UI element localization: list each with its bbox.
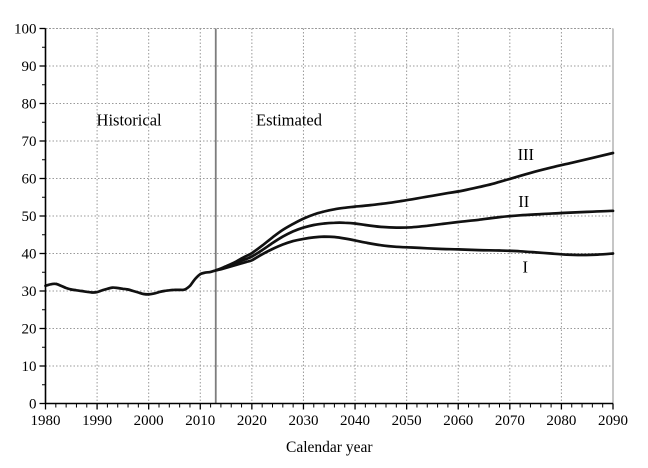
x-tick-label: 2000: [134, 413, 164, 429]
gridlines: [45, 28, 614, 404]
y-tick-label: 30: [22, 284, 37, 300]
y-tick-label: 90: [22, 59, 37, 75]
series-line-i: [214, 235, 615, 272]
x-tick-label: 1990: [82, 413, 112, 429]
region-label-estimated: Estimated: [256, 111, 323, 130]
series-line-iii: [214, 151, 615, 272]
x-tick-label: 2050: [392, 413, 422, 429]
y-tick-label: 0: [29, 397, 37, 413]
region-label-historical: Historical: [97, 111, 162, 130]
x-axis-title: Calendar year: [286, 439, 373, 456]
x-tick-label: 2070: [495, 413, 525, 429]
series-lines: [44, 151, 615, 296]
x-tick-label: 2040: [340, 413, 370, 429]
y-tick-label: 80: [22, 97, 37, 113]
x-tick-label: 2090: [598, 413, 628, 429]
series-label-iii: III: [518, 145, 534, 164]
series-line-ii: [214, 209, 615, 272]
y-tick-label: 20: [22, 322, 37, 338]
y-tick-label: 10: [22, 359, 37, 375]
series-line-historical: [44, 269, 218, 296]
tick-marks: [39, 27, 614, 410]
series-label-ii: II: [518, 192, 529, 211]
y-tick-label: 100: [14, 22, 37, 38]
x-tick-label: 2010: [185, 413, 215, 429]
y-tick-label: 70: [22, 134, 37, 150]
x-tick-label: 2080: [546, 413, 576, 429]
series-label-i: I: [523, 258, 529, 277]
x-tick-label: 2030: [288, 413, 318, 429]
x-tick-label: 1980: [31, 413, 61, 429]
y-tick-label: 50: [22, 209, 37, 225]
y-tick-label: 40: [22, 247, 37, 263]
x-tick-label: 2060: [443, 413, 473, 429]
y-tick-label: 60: [22, 172, 37, 188]
x-tick-label: 2020: [237, 413, 267, 429]
